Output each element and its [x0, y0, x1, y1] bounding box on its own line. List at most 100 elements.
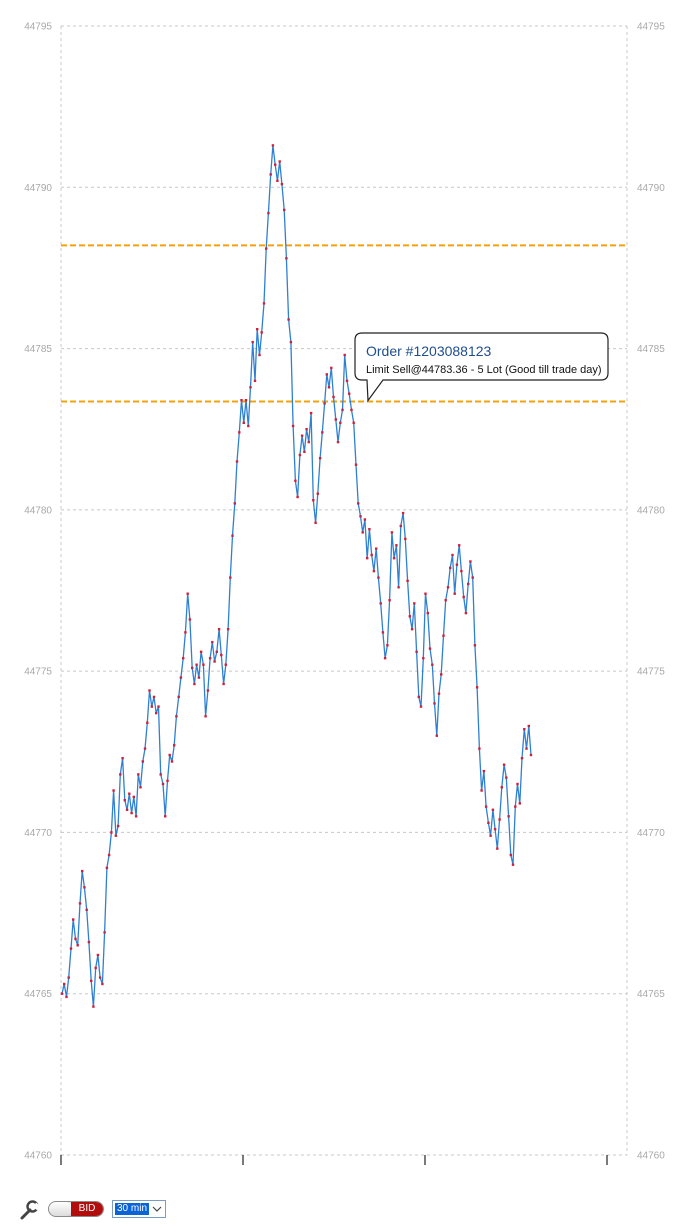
bid-toggle[interactable]: BID [48, 1201, 104, 1217]
price-point [449, 566, 452, 570]
price-point [336, 440, 340, 444]
price-point [103, 931, 106, 934]
price-point [72, 918, 75, 921]
price-point [480, 789, 483, 792]
price-point [467, 582, 470, 586]
price-point [274, 163, 277, 166]
price-point [388, 599, 391, 602]
price-point [119, 773, 122, 776]
tooltip-bubble [354, 332, 609, 403]
price-point [397, 586, 400, 589]
price-point [69, 947, 73, 950]
price-point [195, 663, 198, 666]
price-point [327, 386, 331, 389]
price-point [276, 179, 279, 182]
price-line [61, 145, 532, 1007]
y-tick-label-left: 44795 [24, 22, 52, 33]
price-point [370, 553, 373, 557]
price-point [197, 676, 201, 679]
price-point [415, 650, 418, 653]
price-point [359, 515, 362, 518]
price-point [188, 618, 192, 621]
price-point [291, 424, 295, 428]
price-point [489, 834, 492, 837]
price-point [300, 434, 304, 437]
price-point [262, 302, 266, 305]
price-point [238, 431, 241, 434]
price-point [222, 682, 225, 686]
price-point [184, 631, 187, 634]
price-point [161, 782, 165, 786]
price-point [419, 705, 423, 708]
interval-select[interactable]: 30 min [112, 1200, 166, 1218]
price-point [442, 634, 445, 637]
price-point [240, 399, 243, 402]
price-point [294, 479, 297, 482]
price-point [204, 715, 207, 718]
price-point [224, 663, 227, 666]
price-point [460, 569, 463, 573]
price-point [401, 511, 405, 515]
price-point [173, 744, 176, 747]
price-point [377, 576, 380, 579]
price-point [193, 682, 196, 686]
price-point [249, 386, 252, 389]
price-point [368, 528, 371, 531]
bid-label: BID [71, 1202, 103, 1216]
price-point [496, 847, 499, 850]
price-point [87, 940, 91, 944]
price-point [67, 976, 70, 979]
tick-labels: 44760 44760 44765 44765 44770 44770 44775 44775… [24, 22, 665, 1162]
price-point [283, 208, 286, 212]
price-point [220, 653, 223, 657]
price-point [128, 792, 131, 795]
price-point [318, 457, 322, 460]
price-point [372, 569, 376, 573]
price-point [435, 734, 438, 737]
price-point [152, 695, 156, 699]
price-point [199, 650, 203, 653]
y-tick-label-left: 44780 [24, 505, 52, 516]
price-point [464, 611, 468, 615]
price-point [478, 747, 481, 750]
price-point [110, 831, 113, 834]
price-point [455, 563, 459, 566]
price-point [426, 611, 429, 615]
price-point [392, 557, 396, 560]
price-point [357, 502, 360, 505]
price-point [413, 602, 416, 605]
wrench-icon[interactable] [18, 1199, 40, 1221]
price-point [390, 531, 394, 534]
price-point [125, 808, 129, 811]
price-point [233, 502, 236, 505]
price-point [399, 524, 402, 528]
order-tooltip[interactable]: Order #1203088123 Limit Sell@44783.36 - … [354, 332, 609, 403]
price-point [316, 492, 319, 495]
price-point [487, 821, 490, 824]
price-point [114, 834, 118, 837]
price-point [451, 553, 454, 557]
price-point [116, 824, 120, 828]
price-point [208, 657, 212, 660]
price-point [339, 421, 342, 424]
price-point [213, 660, 216, 663]
price-point [63, 982, 66, 986]
price-point [529, 753, 533, 757]
price-point [440, 673, 443, 676]
price-point [352, 421, 355, 424]
price-point [258, 353, 261, 357]
price-point [363, 518, 367, 521]
price-point [137, 773, 140, 776]
price-point [76, 944, 79, 947]
price-point [256, 328, 259, 331]
price-point [112, 789, 115, 792]
price-point [303, 450, 306, 453]
price-chart: 44760 44760 44765 44765 44770 44770 44775 44775… [24, 22, 665, 1165]
price-point [139, 786, 142, 789]
price-point [242, 421, 245, 424]
price-point [235, 460, 239, 463]
price-point [265, 247, 268, 250]
price-point [433, 702, 436, 705]
price-point [92, 1005, 95, 1008]
price-point [166, 779, 169, 782]
